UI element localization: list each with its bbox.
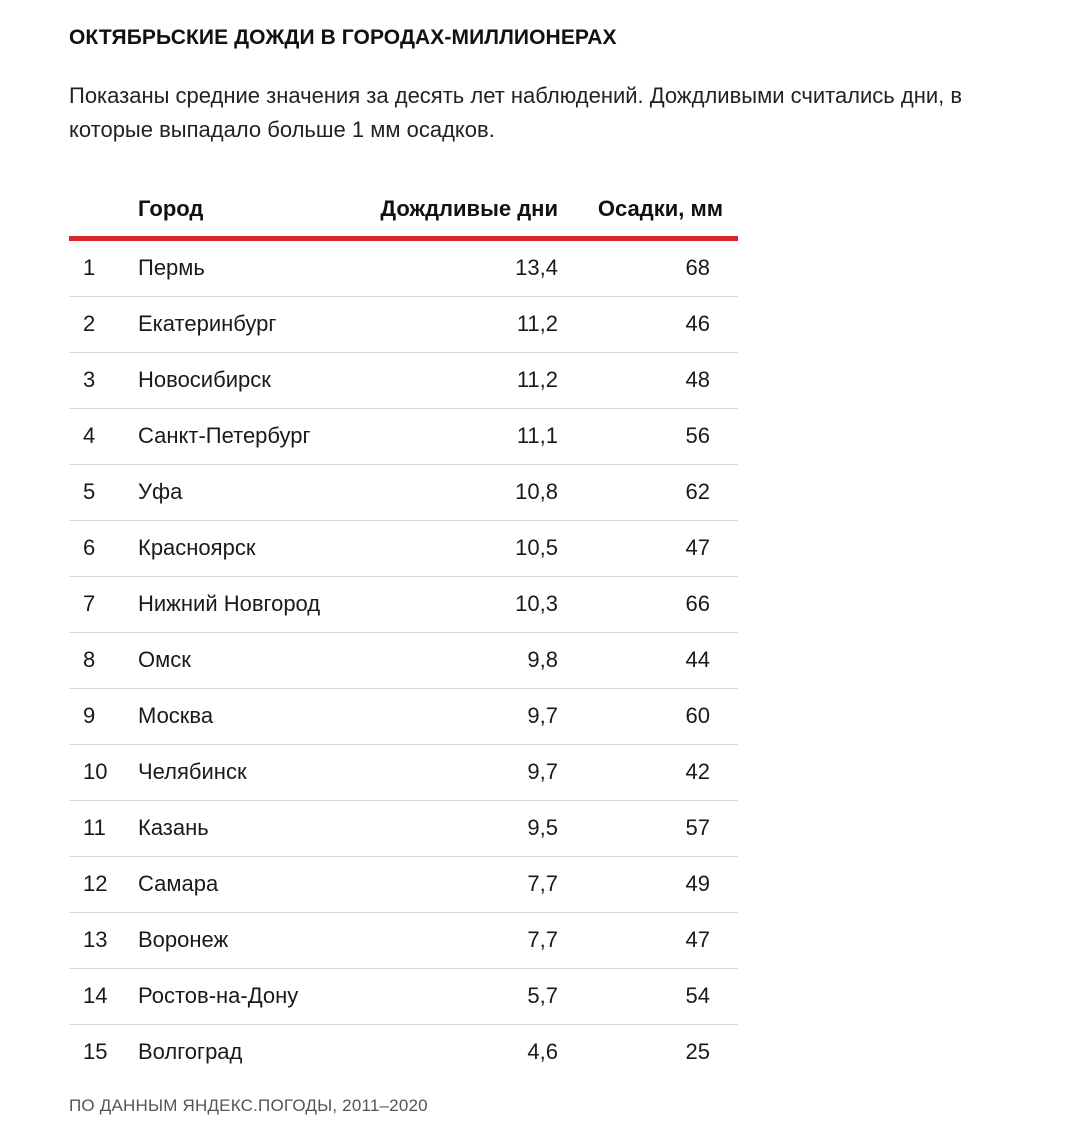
cell-precipitation: 56 xyxy=(685,423,710,448)
cell-rainy-days: 13,4 xyxy=(515,255,558,280)
table-row: 7 Нижний Новгород 10,3 66 xyxy=(69,577,738,633)
cell-precipitation: 25 xyxy=(685,1039,710,1064)
cell-rainy-days: 10,8 xyxy=(515,479,558,504)
cell-precipitation: 68 xyxy=(685,255,710,280)
cell-city: Санкт-Петербург xyxy=(138,423,311,448)
cell-rank: 3 xyxy=(83,367,96,392)
cell-precipitation: 48 xyxy=(685,367,710,392)
cell-precipitation: 46 xyxy=(685,311,710,336)
table-row: 6 Красноярск 10,5 47 xyxy=(69,521,738,577)
cell-rainy-days: 11,2 xyxy=(516,311,558,336)
table-row: 2 Екатеринбург 11,2 46 xyxy=(69,297,738,353)
cell-rainy-days: 9,7 xyxy=(527,759,558,784)
cell-rank: 13 xyxy=(83,927,108,952)
table-header: Город Дождливые дни Осадки, мм xyxy=(69,180,738,241)
table-row: 12 Самара 7,7 49 xyxy=(69,857,738,913)
cell-rainy-days: 5,7 xyxy=(527,983,558,1008)
cell-precipitation: 66 xyxy=(685,591,710,616)
cell-rank: 11 xyxy=(83,815,106,840)
cell-city: Ростов-на-Дону xyxy=(138,983,299,1008)
table-row: 4 Санкт-Петербург 11,1 56 xyxy=(69,409,738,465)
cell-city: Екатеринбург xyxy=(138,311,277,336)
cell-city: Волгоград xyxy=(138,1039,243,1064)
cell-rainy-days: 4,6 xyxy=(527,1039,558,1064)
table-row: 11 Казань 9,5 57 xyxy=(69,801,738,857)
table-row: 15 Волгоград 4,6 25 xyxy=(69,1025,738,1080)
page-title: ОКТЯБРЬСКИЕ ДОЖДИ В ГОРОДАХ-МИЛЛИОНЕРАХ xyxy=(69,26,617,49)
cell-rank: 14 xyxy=(83,983,108,1008)
cell-city: Нижний Новгород xyxy=(138,591,321,616)
cell-rank: 15 xyxy=(83,1039,108,1064)
cell-rank: 1 xyxy=(83,255,96,280)
cell-precipitation: 49 xyxy=(685,871,710,896)
table-row: 9 Москва 9,7 60 xyxy=(69,689,738,745)
cell-city: Уфа xyxy=(138,479,183,504)
cell-rainy-days: 11,1 xyxy=(516,423,558,448)
cell-rank: 12 xyxy=(83,871,108,896)
cell-city: Пермь xyxy=(138,255,205,280)
table-row: 14 Ростов-на-Дону 5,7 54 xyxy=(69,969,738,1025)
table-row: 13 Воронеж 7,7 47 xyxy=(69,913,738,969)
cell-precipitation: 57 xyxy=(685,815,710,840)
cell-city: Казань xyxy=(138,815,209,840)
cell-rainy-days: 10,5 xyxy=(515,535,558,560)
table-row: 1 Пермь 13,4 68 xyxy=(69,241,738,297)
cell-rainy-days: 7,7 xyxy=(527,927,558,952)
cell-precipitation: 60 xyxy=(685,703,710,728)
cell-rainy-days: 9,7 xyxy=(527,703,558,728)
cell-precipitation: 54 xyxy=(685,983,710,1008)
cell-rainy-days: 7,7 xyxy=(527,871,558,896)
table-row: 8 Омск 9,8 44 xyxy=(69,633,738,689)
table-body: 1 Пермь 13,4 68 2 Екатеринбург 11,2 46 3… xyxy=(69,241,738,1080)
cell-precipitation: 44 xyxy=(685,647,710,672)
cell-rank: 2 xyxy=(83,311,96,336)
cell-rank: 7 xyxy=(83,591,96,616)
cell-rainy-days: 9,5 xyxy=(527,815,558,840)
table-row: 5 Уфа 10,8 62 xyxy=(69,465,738,521)
cell-city: Омск xyxy=(138,647,191,672)
cell-rank: 4 xyxy=(83,423,96,448)
cell-rank: 5 xyxy=(83,479,96,504)
cell-precipitation: 62 xyxy=(685,479,710,504)
cell-city: Москва xyxy=(138,703,214,728)
header-precipitation: Осадки, мм xyxy=(597,196,723,221)
cell-rank: 9 xyxy=(83,703,96,728)
cell-precipitation: 42 xyxy=(685,759,710,784)
cell-city: Челябинск xyxy=(138,759,247,784)
table-row: 3 Новосибирск 11,2 48 xyxy=(69,353,738,409)
table-row: 10 Челябинск 9,7 42 xyxy=(69,745,738,801)
cell-rank: 8 xyxy=(83,647,96,672)
cell-rainy-days: 11,2 xyxy=(516,367,558,392)
cell-city: Красноярск xyxy=(138,535,256,560)
source-note: ПО ДАННЫМ ЯНДЕКС.ПОГОДЫ, 2011–2020 xyxy=(69,1096,428,1115)
header-rainy-days: Дождливые дни xyxy=(380,196,558,221)
cell-rank: 6 xyxy=(83,535,96,560)
cell-rank: 10 xyxy=(83,759,108,784)
cell-rainy-days: 9,8 xyxy=(527,647,558,672)
header-city: Город xyxy=(138,196,204,221)
cell-city: Новосибирск xyxy=(138,367,271,392)
cell-precipitation: 47 xyxy=(685,927,710,952)
page-subtitle: Показаны средние значения за десять лет … xyxy=(69,83,963,142)
cell-city: Воронеж xyxy=(138,927,229,952)
rain-table: Город Дождливые дни Осадки, мм 1 Пермь 1… xyxy=(69,180,738,1080)
cell-rainy-days: 10,3 xyxy=(515,591,558,616)
cell-city: Самара xyxy=(138,871,219,896)
cell-precipitation: 47 xyxy=(685,535,710,560)
